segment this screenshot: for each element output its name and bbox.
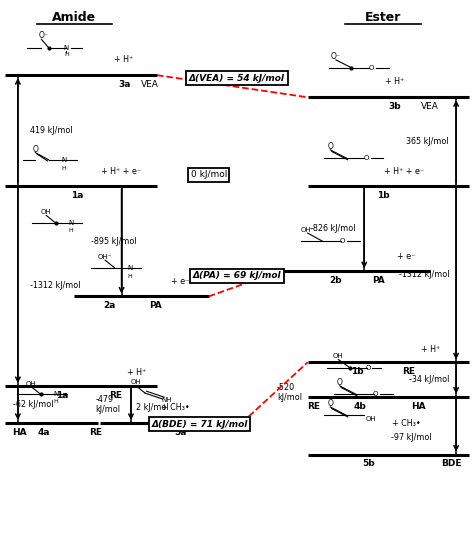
Text: OH: OH bbox=[333, 353, 344, 359]
Text: OH: OH bbox=[130, 379, 141, 385]
Text: RE: RE bbox=[109, 391, 122, 400]
Text: H: H bbox=[64, 52, 69, 57]
Text: O: O bbox=[32, 145, 38, 153]
Text: + H⁺ + e⁻: + H⁺ + e⁻ bbox=[101, 167, 142, 176]
Text: Δ(BDE) = 71 kJ/mol: Δ(BDE) = 71 kJ/mol bbox=[151, 420, 247, 429]
Text: 1a: 1a bbox=[71, 191, 83, 200]
Text: PA: PA bbox=[150, 301, 162, 310]
Text: -826 kJ/mol: -826 kJ/mol bbox=[310, 224, 356, 233]
Text: -1312 kJ/mol: -1312 kJ/mol bbox=[399, 270, 449, 279]
Text: Δ(VEA) = 54 kJ/mol: Δ(VEA) = 54 kJ/mol bbox=[189, 74, 285, 83]
Text: H: H bbox=[53, 399, 58, 404]
Text: + H⁺: + H⁺ bbox=[385, 77, 404, 86]
Text: RE: RE bbox=[307, 401, 320, 410]
Text: + CH₃•: + CH₃• bbox=[392, 419, 421, 429]
Text: + e⁻: + e⁻ bbox=[171, 277, 190, 286]
Text: HA: HA bbox=[411, 401, 426, 410]
Text: 1b: 1b bbox=[377, 191, 390, 200]
Text: + H⁺: + H⁺ bbox=[128, 368, 147, 378]
Text: H: H bbox=[68, 228, 73, 233]
Text: RE: RE bbox=[402, 368, 416, 376]
Text: -62 kJ/mol: -62 kJ/mol bbox=[13, 400, 54, 409]
Text: OH: OH bbox=[26, 380, 36, 386]
Text: N: N bbox=[127, 265, 132, 271]
Text: O: O bbox=[337, 378, 343, 387]
Text: OH: OH bbox=[366, 416, 377, 422]
Text: O: O bbox=[364, 155, 369, 161]
Text: H: H bbox=[127, 274, 132, 279]
Text: 0 kJ/mol: 0 kJ/mol bbox=[191, 171, 227, 180]
Text: 4b: 4b bbox=[353, 401, 366, 410]
Text: -34 kJ/mol: -34 kJ/mol bbox=[409, 375, 449, 384]
Text: N: N bbox=[53, 391, 58, 397]
Text: + H⁺: + H⁺ bbox=[420, 345, 440, 354]
Text: 2 kJ/mol: 2 kJ/mol bbox=[136, 403, 168, 411]
Text: -520
kJ/mol: -520 kJ/mol bbox=[277, 383, 302, 403]
Text: -895 kJ/mol: -895 kJ/mol bbox=[91, 237, 137, 246]
Text: BDE: BDE bbox=[222, 424, 243, 433]
Text: 2a: 2a bbox=[104, 301, 116, 310]
Text: VEA: VEA bbox=[141, 80, 159, 89]
Text: 1a: 1a bbox=[56, 391, 69, 400]
Text: O⁻: O⁻ bbox=[331, 52, 341, 61]
Text: 365 kJ/mol: 365 kJ/mol bbox=[406, 137, 449, 146]
Text: N: N bbox=[68, 220, 73, 226]
Text: O: O bbox=[365, 365, 371, 371]
Text: -479
kJ/mol: -479 kJ/mol bbox=[96, 395, 121, 414]
Text: OH: OH bbox=[41, 209, 52, 215]
Text: Amide: Amide bbox=[52, 11, 97, 24]
Text: O: O bbox=[328, 399, 333, 408]
Text: + H⁺ + e⁻: + H⁺ + e⁻ bbox=[384, 167, 424, 176]
Text: H: H bbox=[61, 166, 66, 171]
Text: OH⁻: OH⁻ bbox=[301, 226, 315, 232]
Text: VEA: VEA bbox=[421, 102, 439, 111]
Text: 1b: 1b bbox=[351, 368, 364, 376]
Text: -1312 kJ/mol: -1312 kJ/mol bbox=[30, 281, 80, 290]
Text: O: O bbox=[373, 391, 378, 397]
Text: -97 kJ/mol: -97 kJ/mol bbox=[391, 433, 432, 442]
Text: 419 kJ/mol: 419 kJ/mol bbox=[30, 126, 73, 135]
Text: NH: NH bbox=[161, 397, 172, 403]
Text: N: N bbox=[61, 157, 66, 163]
Text: N: N bbox=[64, 44, 69, 51]
Text: O: O bbox=[328, 142, 333, 151]
Text: RE: RE bbox=[89, 428, 102, 437]
Text: + e⁻: + e⁻ bbox=[398, 252, 416, 261]
Text: Ester: Ester bbox=[365, 11, 401, 24]
Text: Δ(PA) = 69 kJ/mol: Δ(PA) = 69 kJ/mol bbox=[193, 271, 281, 280]
Text: + H⁺: + H⁺ bbox=[114, 55, 134, 64]
Text: HA: HA bbox=[12, 428, 27, 437]
Text: 3a: 3a bbox=[118, 80, 131, 89]
Text: + CH₃•: + CH₃• bbox=[161, 403, 190, 411]
Text: 5a: 5a bbox=[174, 428, 187, 437]
Text: 4a: 4a bbox=[37, 428, 50, 437]
Text: 3b: 3b bbox=[389, 102, 401, 111]
Text: O: O bbox=[340, 239, 345, 245]
Text: O: O bbox=[369, 64, 374, 71]
Text: O⁻: O⁻ bbox=[39, 31, 49, 40]
Text: 2b: 2b bbox=[329, 276, 342, 285]
Text: OH⁻: OH⁻ bbox=[98, 254, 112, 260]
Text: PA: PA bbox=[372, 276, 385, 285]
Text: 5b: 5b bbox=[363, 459, 375, 469]
Text: BDE: BDE bbox=[441, 459, 462, 469]
